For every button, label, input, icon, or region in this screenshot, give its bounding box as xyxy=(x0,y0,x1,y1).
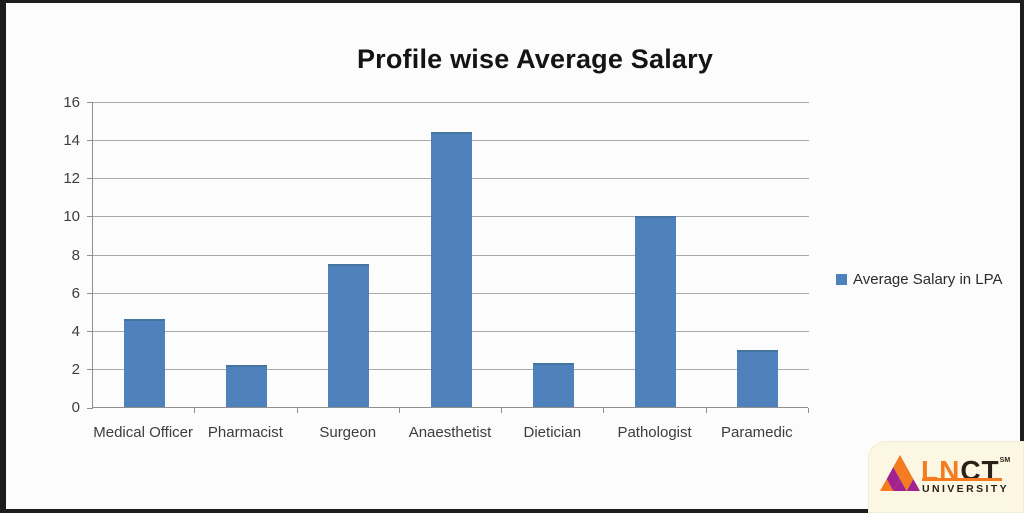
x-axis-tick xyxy=(297,408,298,413)
x-axis-tick xyxy=(194,408,195,413)
x-category-label: Dietician xyxy=(523,424,582,441)
y-axis-tick xyxy=(87,216,93,217)
legend: Average Salary in LPA xyxy=(836,271,1003,288)
bar-surgeon xyxy=(328,264,369,407)
y-axis-tick xyxy=(87,369,93,370)
y-tick-label: 6 xyxy=(71,285,80,302)
x-axis-tick xyxy=(399,408,400,413)
y-axis-tick xyxy=(87,102,93,103)
y-tick-label: 12 xyxy=(63,170,80,187)
chart-title: Profile wise Average Salary xyxy=(356,44,714,74)
bar-pharmacist xyxy=(226,365,267,407)
logo-subtitle: UNIVERSITY xyxy=(922,483,1010,495)
x-category-label: Medical Officer xyxy=(93,424,194,441)
y-axis-tick xyxy=(87,408,93,409)
y-tick-label: 4 xyxy=(71,323,80,340)
lnct-university-logo: LNCTSM UNIVERSITY xyxy=(868,441,1024,513)
y-axis-tick xyxy=(87,178,93,179)
lnct-triangle-logo-icon xyxy=(880,455,920,491)
x-axis-tick xyxy=(501,408,502,413)
y-axis-tick xyxy=(87,140,93,141)
x-category-label: Pathologist xyxy=(617,424,692,441)
y-axis-tick xyxy=(87,331,93,332)
y-tick-label: 0 xyxy=(71,399,80,416)
bar-pathologist xyxy=(635,216,676,407)
legend-label: Average Salary in LPA xyxy=(853,271,1003,288)
legend-swatch-icon xyxy=(836,274,847,285)
y-axis-tick xyxy=(87,255,93,256)
y-tick-label: 8 xyxy=(71,247,80,264)
logo-brand-ct: CT xyxy=(960,455,1000,486)
x-category-label: Paramedic xyxy=(720,424,793,441)
y-axis-tick xyxy=(87,293,93,294)
logo-brand-ln: LN xyxy=(921,455,961,486)
x-category-label: Anaesthetist xyxy=(408,424,492,441)
y-tick-label: 16 xyxy=(63,94,80,111)
x-axis-tick xyxy=(808,408,809,413)
x-category-label: Surgeon xyxy=(319,424,377,441)
x-axis-tick xyxy=(603,408,604,413)
gridline xyxy=(93,102,809,103)
x-category-label: Pharmacist xyxy=(207,424,283,441)
x-axis-tick xyxy=(706,408,707,413)
y-tick-label: 10 xyxy=(63,208,80,225)
plot-area xyxy=(87,102,809,413)
bar-paramedic xyxy=(737,350,778,407)
bar-medical-officer xyxy=(124,319,165,407)
bar-dietician xyxy=(533,363,574,407)
chart-canvas xyxy=(6,3,1020,509)
logo-trademark: SM xyxy=(999,457,1011,464)
logo-brand-text: LNCTSM xyxy=(921,446,1010,486)
y-tick-label: 2 xyxy=(71,361,80,378)
bar-anaesthetist xyxy=(431,132,472,407)
logo-underline xyxy=(922,478,1002,481)
y-tick-label: 14 xyxy=(63,132,80,149)
